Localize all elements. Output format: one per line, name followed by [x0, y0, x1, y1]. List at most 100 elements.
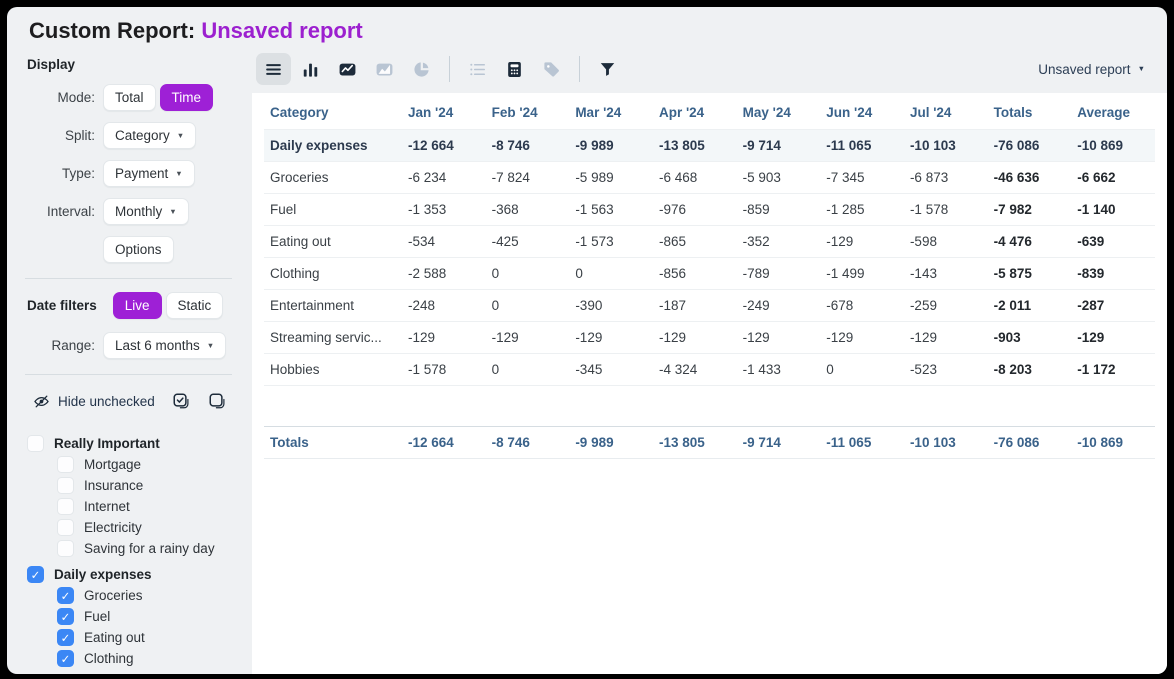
chevron-down-icon: ▼ [1137, 64, 1145, 74]
table-row: Clothing -2 588 0 0 -856 -789 -1 499 -143 -5 875… [264, 257, 1155, 290]
split-field-row: Split: Category ▼ [7, 122, 252, 149]
value-cell: -5 903 [736, 161, 821, 194]
category-item-label[interactable]: Mortgage [84, 457, 142, 472]
category-item-label[interactable]: Groceries [84, 588, 143, 603]
column-header-mar-24[interactable]: Mar '24 [575, 105, 622, 120]
mode-field-row: Mode: Total Time [7, 84, 252, 111]
category-group-label[interactable]: Daily expenses [54, 567, 152, 582]
category-item-label[interactable]: Fuel [84, 609, 111, 624]
value-cell: -856 [652, 257, 737, 290]
mode-time-button[interactable]: Time [159, 84, 214, 111]
column-header-apr-24[interactable]: Apr '24 [658, 105, 705, 120]
table-body: Daily expenses -12 664 -8 746 -9 989 -13 805… [264, 129, 1155, 459]
sidebar-divider [25, 374, 232, 375]
date-filter-live-button[interactable]: Live [112, 292, 162, 319]
column-header-jul-24[interactable]: Jul '24 [909, 105, 952, 120]
split-dropdown[interactable]: Category ▼ [103, 122, 197, 149]
sidebar-divider [25, 278, 232, 279]
column-header-jun-24[interactable]: Jun '24 [826, 105, 873, 120]
eye-slash-icon [33, 393, 50, 410]
value-cell: -7 824 [485, 161, 570, 194]
table-view-button[interactable] [256, 53, 291, 85]
report-selector-dropdown[interactable]: Unsaved report ▼ [1032, 61, 1151, 78]
value-cell: -2 588 [402, 257, 486, 290]
unchecked-checkbox[interactable] [57, 477, 74, 494]
category-group-really-important: Really Important [27, 435, 252, 452]
date-filter-static-button[interactable]: Static [165, 292, 224, 319]
value-cell: -8 203 [987, 353, 1072, 386]
unchecked-checkbox[interactable] [57, 456, 74, 473]
calculator-button[interactable] [497, 53, 532, 85]
column-header-totals[interactable]: Totals [993, 105, 1033, 120]
checked-checkbox[interactable]: ✓ [57, 587, 74, 604]
category-item-fuel: ✓ Fuel [57, 608, 252, 625]
bar-chart-button[interactable] [293, 53, 328, 85]
column-header-feb-24[interactable]: Feb '24 [491, 105, 538, 120]
line-chart-button[interactable] [330, 53, 365, 85]
category-cell[interactable]: Streaming servic... [264, 321, 402, 354]
checked-checkbox[interactable]: ✓ [27, 566, 44, 583]
category-cell[interactable]: Totals [264, 426, 402, 459]
value-cell: -678 [820, 289, 904, 322]
pie-chart-button[interactable] [404, 53, 439, 85]
table-row: Daily expenses -12 664 -8 746 -9 989 -13 805… [264, 129, 1155, 162]
category-cell[interactable]: Fuel [264, 193, 402, 226]
uncheck-all-icon [208, 392, 226, 410]
sidebar: Display Mode: Total Time Split: Category… [7, 53, 252, 674]
value-cell: -10 869 [1071, 129, 1155, 162]
category-cell[interactable]: Hobbies [264, 353, 402, 386]
column-header-may-24[interactable]: May '24 [742, 105, 791, 120]
category-cell[interactable]: Entertainment [264, 289, 402, 322]
range-label: Range: [51, 338, 95, 353]
unchecked-checkbox[interactable] [57, 498, 74, 515]
options-button[interactable]: Options [103, 236, 174, 263]
category-cell[interactable]: Eating out [264, 225, 402, 258]
title-bar: Custom Report: Unsaved report [7, 7, 1167, 45]
category-cell[interactable]: Groceries [264, 161, 402, 194]
value-cell: -143 [903, 257, 988, 290]
type-dropdown[interactable]: Payment ▼ [103, 160, 195, 187]
value-cell: -4 324 [652, 353, 737, 386]
column-header-category[interactable]: Category [270, 105, 329, 120]
checked-checkbox[interactable]: ✓ [57, 629, 74, 646]
checked-checkbox[interactable]: ✓ [57, 608, 74, 625]
filter-button[interactable] [590, 53, 625, 85]
category-cell[interactable]: Daily expenses [264, 129, 402, 162]
column-header-average[interactable]: Average [1077, 105, 1131, 120]
unchecked-checkbox[interactable] [27, 435, 44, 452]
category-item-label[interactable]: Eating out [84, 630, 145, 645]
unchecked-checkbox[interactable] [57, 519, 74, 536]
mode-total-button[interactable]: Total [103, 84, 156, 111]
range-field-row: Range: Last 6 months ▼ [7, 332, 252, 359]
table-header: Category Jan '24 Feb '24 Mar '24 Apr '24 May … [264, 95, 1155, 130]
uncheck-all-button[interactable] [206, 390, 228, 412]
category-item-label[interactable]: Internet [84, 499, 130, 514]
interval-label: Interval: [46, 204, 95, 219]
value-cell: -13 805 [652, 426, 737, 459]
report-table-panel: Category Jan '24 Feb '24 Mar '24 Apr '24 May … [252, 93, 1167, 674]
list-button[interactable] [460, 53, 495, 85]
category-cell[interactable]: Clothing [264, 257, 402, 290]
unchecked-checkbox[interactable] [57, 540, 74, 557]
date-filters-row: Date filters Live Static [7, 292, 252, 319]
category-item-label[interactable]: Electricity [84, 520, 142, 535]
table-header-row: Category Jan '24 Feb '24 Mar '24 Apr '24 May … [264, 95, 1155, 130]
value-cell: -7 982 [987, 193, 1072, 226]
checked-checkbox[interactable]: ✓ [57, 650, 74, 667]
area-chart-button[interactable] [367, 53, 402, 85]
check-all-button[interactable] [170, 390, 192, 412]
category-group-label[interactable]: Really Important [54, 436, 160, 451]
value-cell: -1 578 [402, 353, 486, 386]
category-item-label[interactable]: Saving for a rainy day [84, 541, 215, 556]
value-cell: -11 065 [820, 426, 904, 459]
tag-button[interactable] [534, 53, 569, 85]
value-cell: -6 873 [903, 161, 988, 194]
category-item-label[interactable]: Clothing [84, 651, 134, 666]
category-item-label[interactable]: Insurance [84, 478, 144, 493]
column-header-jan-24[interactable]: Jan '24 [408, 105, 454, 120]
value-cell: -8 746 [485, 129, 570, 162]
value-cell: -9 989 [569, 129, 653, 162]
interval-dropdown[interactable]: Monthly ▼ [103, 198, 189, 225]
range-dropdown[interactable]: Last 6 months ▼ [103, 332, 227, 359]
area-chart-icon [375, 60, 394, 79]
